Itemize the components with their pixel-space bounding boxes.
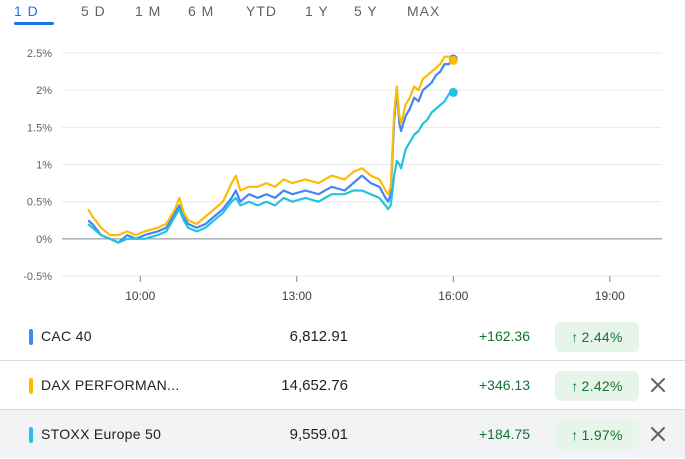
remove-close-icon[interactable]: [648, 375, 668, 395]
remove-close-icon[interactable]: [648, 424, 668, 444]
series-end-marker: [448, 55, 458, 65]
index-change: +184.75: [479, 426, 530, 442]
list-item[interactable]: STOXX Europe 50 9,559.01 +184.75 ↑ 1.97%: [0, 410, 685, 458]
y-tick-label: 0.5%: [27, 197, 52, 209]
series-line: [87, 91, 454, 244]
y-tick-label: 2.5%: [27, 48, 52, 60]
range-tabs: 1 D 5 D 1 M 6 M YTD 1 Y 5 Y MAX: [0, 0, 685, 26]
arrow-up-icon: ↑: [571, 378, 579, 394]
arrow-up-icon: ↑: [571, 329, 579, 345]
tab-1m[interactable]: 1 M: [135, 3, 162, 19]
tab-6m[interactable]: 6 M: [188, 3, 215, 19]
x-tick-label: 19:00: [595, 289, 625, 303]
tab-1y[interactable]: 1 Y: [305, 3, 329, 19]
x-tick-label: 13:00: [282, 289, 312, 303]
series-end-marker: [448, 87, 458, 97]
percent-change-badge: ↑ 1.97%: [555, 420, 639, 450]
list-item[interactable]: DAX PERFORMAN... 14,652.76 +346.13 ↑ 2.42…: [0, 361, 685, 410]
y-tick-label: 0%: [36, 234, 52, 246]
series-line: [87, 55, 455, 237]
tab-5y[interactable]: 5 Y: [354, 3, 378, 19]
series-line: [87, 58, 455, 244]
percent-change-value: 2.42%: [581, 378, 623, 394]
percent-change-value: 2.44%: [581, 329, 623, 345]
chart-svg: 2.5% 2% 1.5% 1% 0.5% 0% -0.5% 10:00 13:00 16:00 19…: [23, 48, 662, 303]
index-name: DAX PERFORMAN...: [41, 377, 180, 393]
y-tick-label: 1.5%: [27, 122, 52, 134]
percent-change-value: 1.97%: [581, 427, 623, 443]
series-color-swatch: [29, 329, 33, 345]
index-price: 6,812.91: [289, 328, 348, 345]
series-color-swatch: [29, 378, 33, 394]
index-name: STOXX Europe 50: [41, 426, 162, 442]
list-item[interactable]: CAC 40 6,812.91 +162.36 ↑ 2.44%: [0, 312, 685, 361]
percent-change-badge: ↑ 2.42%: [555, 371, 639, 401]
index-price: 14,652.76: [281, 377, 348, 394]
x-tick-label: 10:00: [125, 289, 155, 303]
tab-ytd[interactable]: YTD: [246, 3, 277, 19]
comparison-list: CAC 40 6,812.91 +162.36 ↑ 2.44% DAX PERFO…: [0, 312, 685, 458]
tab-1d[interactable]: 1 D: [14, 3, 39, 19]
index-change: +162.36: [479, 328, 530, 344]
arrow-up-icon: ↑: [571, 427, 579, 443]
y-tick-label: -0.5%: [23, 271, 52, 283]
series-color-swatch: [29, 427, 33, 443]
x-tick-label: 16:00: [438, 289, 468, 303]
tab-5d[interactable]: 5 D: [81, 3, 106, 19]
index-price: 9,559.01: [289, 426, 348, 443]
y-tick-label: 2%: [36, 85, 52, 97]
percent-change-badge: ↑ 2.44%: [555, 322, 639, 352]
tab-max[interactable]: MAX: [407, 3, 441, 19]
active-tab-indicator: [14, 22, 54, 25]
index-name: CAC 40: [41, 328, 92, 344]
price-chart[interactable]: 2.5% 2% 1.5% 1% 0.5% 0% -0.5% 10:00 13:00 16:00 19…: [0, 30, 685, 312]
index-change: +346.13: [479, 377, 530, 393]
y-tick-label: 1%: [36, 160, 52, 172]
